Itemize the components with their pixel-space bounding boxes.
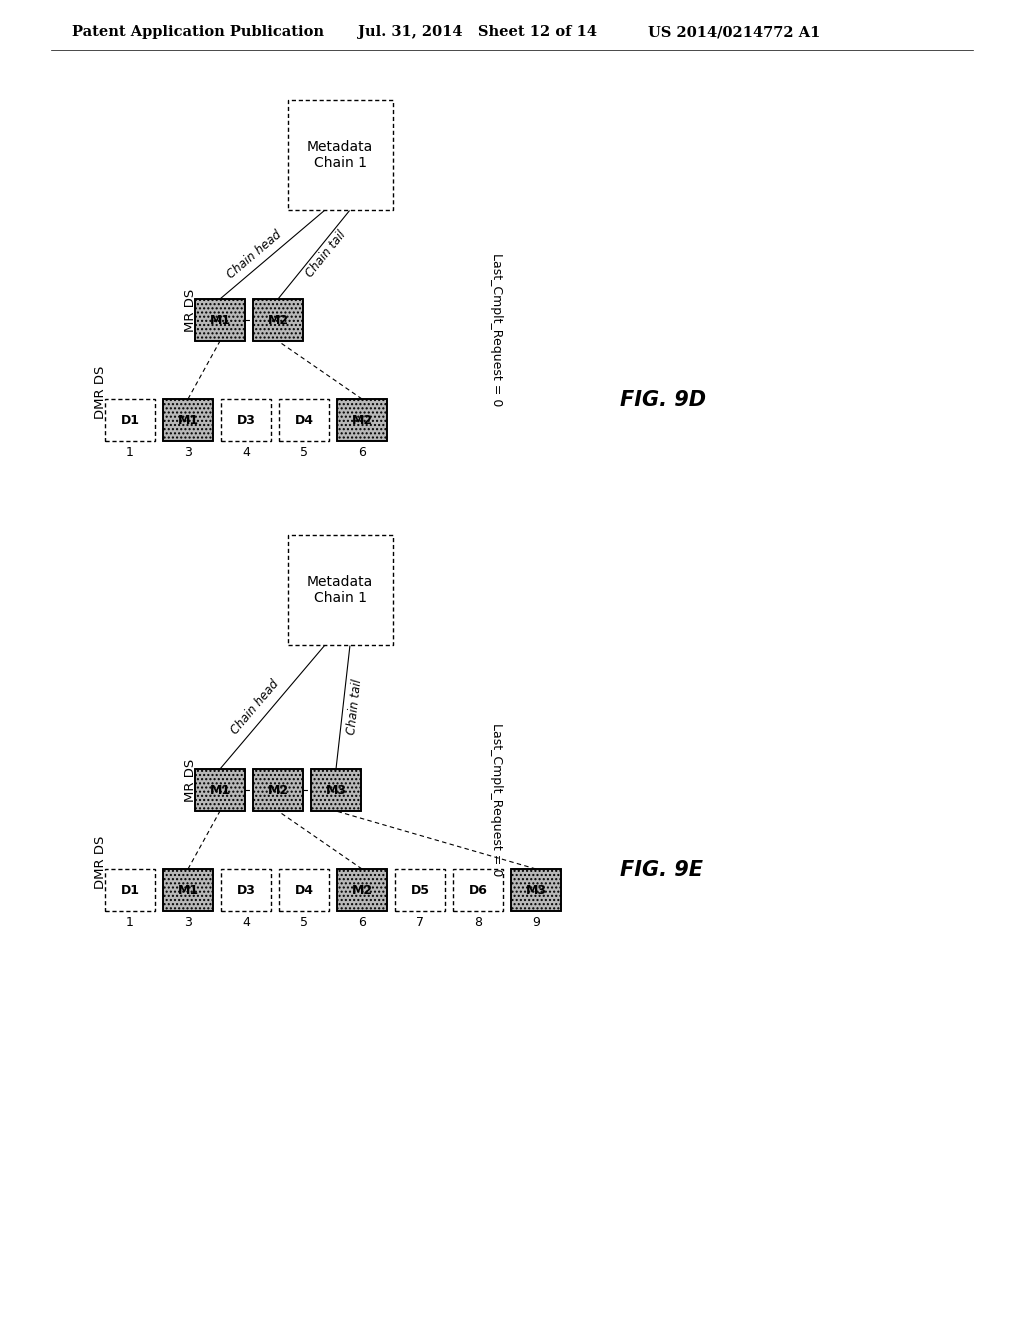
Text: 7: 7 [416,916,424,929]
Text: Chain head: Chain head [228,677,282,737]
Bar [253,300,303,341]
Text: 1: 1 [126,446,134,459]
Text: D3: D3 [237,883,255,896]
Bar [511,869,561,911]
Text: Chain tail: Chain tail [345,678,365,735]
Bar [253,300,303,341]
Text: Patent Application Publication: Patent Application Publication [72,25,324,40]
Bar [105,399,155,441]
Text: M2: M2 [267,784,289,796]
Bar [337,399,387,441]
Text: MR DS: MR DS [183,759,197,801]
Bar [337,869,387,911]
Bar [163,869,213,911]
Bar [195,770,245,810]
Text: 3: 3 [184,916,191,929]
Bar [163,399,213,441]
Text: DMR DS: DMR DS [93,836,106,888]
Text: 8: 8 [474,916,482,929]
Bar [195,300,245,341]
Text: DMR DS: DMR DS [93,366,106,418]
Text: D3: D3 [237,413,255,426]
Text: 6: 6 [358,446,366,459]
Text: D4: D4 [295,883,313,896]
Text: M3: M3 [525,883,547,896]
Text: US 2014/0214772 A1: US 2014/0214772 A1 [648,25,820,40]
Bar [288,535,392,645]
Text: M1: M1 [177,883,199,896]
Bar [311,770,361,810]
Bar [511,869,561,911]
Bar [195,770,245,810]
Bar [279,399,329,441]
Text: D6: D6 [469,883,487,896]
Bar [337,869,387,911]
Bar [311,770,361,810]
Bar [337,399,387,441]
Bar [253,770,303,810]
Text: Last_Cmplt_Request = 0: Last_Cmplt_Request = 0 [490,253,503,407]
Text: 4: 4 [242,446,250,459]
Text: 6: 6 [358,916,366,929]
Text: M2: M2 [351,413,373,426]
Text: M3: M3 [326,784,346,796]
Text: FIG. 9D: FIG. 9D [620,389,707,411]
Text: D1: D1 [121,413,139,426]
Bar [253,770,303,810]
Bar [221,869,271,911]
Text: Metadata
Chain 1: Metadata Chain 1 [307,140,373,170]
Text: D1: D1 [121,883,139,896]
Bar [453,869,503,911]
Text: M2: M2 [267,314,289,326]
Text: M1: M1 [210,314,230,326]
Text: 5: 5 [300,916,308,929]
Bar [163,869,213,911]
Bar [279,869,329,911]
Text: M2: M2 [351,883,373,896]
Bar [163,399,213,441]
Text: M1: M1 [177,413,199,426]
Text: M1: M1 [210,784,230,796]
Text: Chain tail: Chain tail [303,228,348,280]
Text: 3: 3 [184,446,191,459]
Bar [288,100,392,210]
Text: FIG. 9E: FIG. 9E [620,861,703,880]
Text: 5: 5 [300,446,308,459]
Text: 1: 1 [126,916,134,929]
Text: D5: D5 [411,883,429,896]
Text: MR DS: MR DS [183,288,197,331]
Text: Metadata
Chain 1: Metadata Chain 1 [307,576,373,605]
Text: Chain head: Chain head [224,228,285,281]
Bar [395,869,445,911]
Bar [105,869,155,911]
Text: 4: 4 [242,916,250,929]
Bar [195,300,245,341]
Text: D4: D4 [295,413,313,426]
Text: 9: 9 [532,916,540,929]
Text: Jul. 31, 2014   Sheet 12 of 14: Jul. 31, 2014 Sheet 12 of 14 [358,25,597,40]
Text: Last_Cmplt_Request = 0: Last_Cmplt_Request = 0 [490,723,503,876]
Bar [221,399,271,441]
